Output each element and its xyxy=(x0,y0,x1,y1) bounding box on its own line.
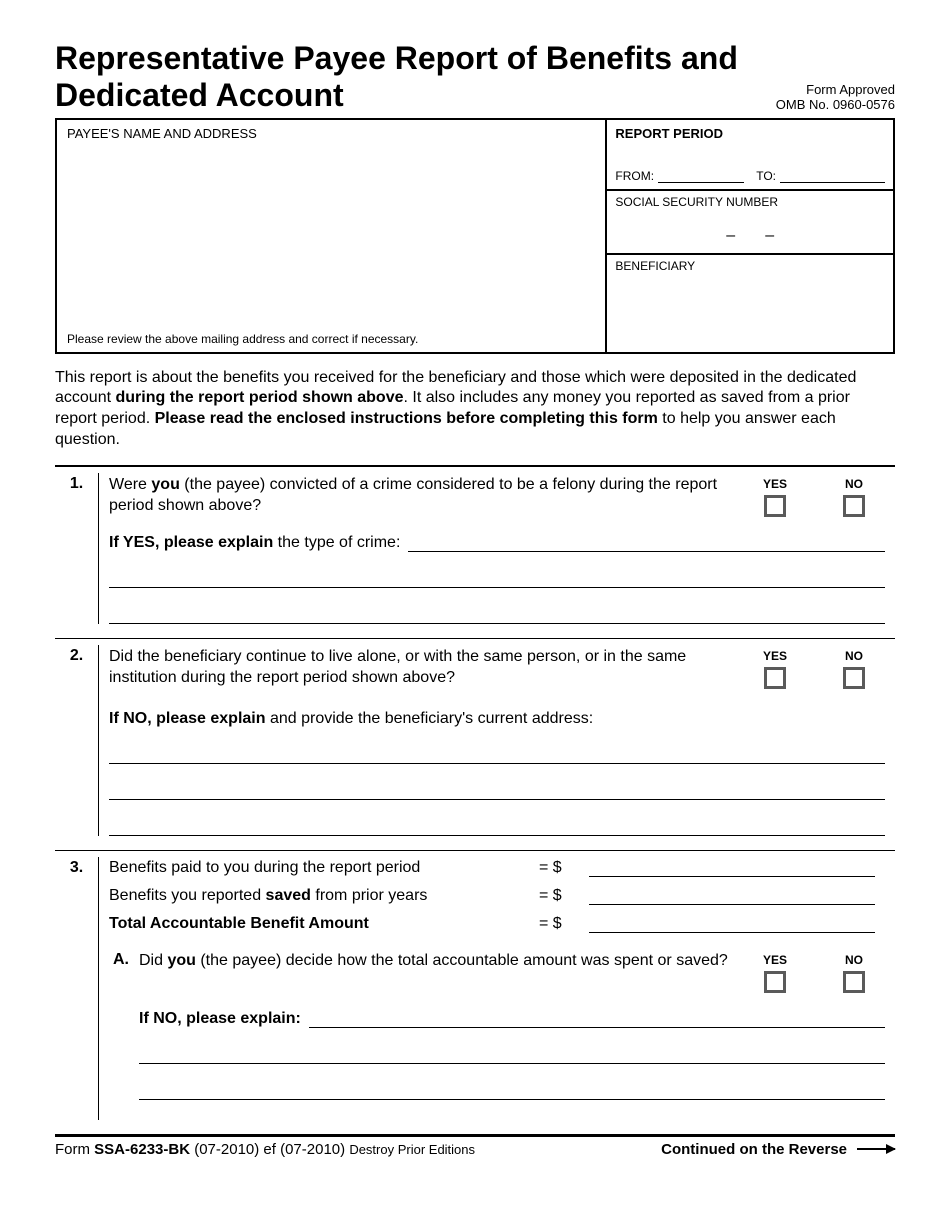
beneficiary-section: BENEFICIARY xyxy=(607,255,893,352)
q3a-letter: A. xyxy=(109,951,139,1120)
form-header: Representative Payee Report of Benefits … xyxy=(55,40,895,114)
form-approval: Form Approved OMB No. 0960-0576 xyxy=(776,82,895,114)
to-field[interactable]: TO: xyxy=(756,169,885,183)
ssn-section: SOCIAL SECURITY NUMBER –– xyxy=(607,191,893,255)
q3-total-row: Total Accountable Benefit Amount = $ xyxy=(109,915,885,933)
q3a-explain-line-2[interactable] xyxy=(139,1028,885,1064)
ssn-label: SOCIAL SECURITY NUMBER xyxy=(615,195,885,209)
report-info-section: REPORT PERIOD FROM: TO: SOCIAL SECURITY … xyxy=(607,120,893,352)
q1-explain-line-3[interactable] xyxy=(109,588,885,624)
q3a-explain-row: If NO, please explain: xyxy=(139,1010,885,1028)
form-title: Representative Payee Report of Benefits … xyxy=(55,40,776,114)
q2-explain-label: If NO, please explain and provide the be… xyxy=(109,710,885,728)
q2-yes-label: YES xyxy=(763,649,787,663)
q1-yes-checkbox[interactable] xyxy=(764,495,786,517)
q3-number: 3. xyxy=(55,857,99,1120)
q2-explain-line-3[interactable] xyxy=(109,800,885,836)
questions-container: 1. Were you (the payee) convicted of a c… xyxy=(55,465,895,1137)
q3-amount-1[interactable] xyxy=(589,859,875,877)
q3a: A. Did you (the payee) decide how the to… xyxy=(109,951,885,1120)
beneficiary-label: BENEFICIARY xyxy=(615,259,885,273)
q3-line2-label: Benefits you reported saved from prior y… xyxy=(109,887,539,905)
q3a-explain-line-3[interactable] xyxy=(139,1064,885,1100)
q1-yesno: YES NO xyxy=(763,475,885,522)
q1-no-label: NO xyxy=(843,477,865,491)
report-period-label: REPORT PERIOD xyxy=(615,126,885,141)
question-1: 1. Were you (the payee) convicted of a c… xyxy=(55,467,895,639)
q3a-yesno: YES NO xyxy=(763,951,885,998)
q1-explain-line-2[interactable] xyxy=(109,552,885,588)
q1-number: 1. xyxy=(55,473,99,624)
header-info-box: PAYEE'S NAME AND ADDRESS Please review t… xyxy=(55,118,895,354)
q2-no-checkbox[interactable] xyxy=(843,667,865,689)
eq-sign: = $ xyxy=(539,859,589,877)
q3-line1-label: Benefits paid to you during the report p… xyxy=(109,859,539,877)
question-3: 3. Benefits paid to you during the repor… xyxy=(55,851,895,1134)
q3a-text: Did you (the payee) decide how the total… xyxy=(139,951,763,998)
q3-benefits-saved-row: Benefits you reported saved from prior y… xyxy=(109,887,885,905)
ssn-field[interactable]: –– xyxy=(615,227,885,245)
review-note: Please review the above mailing address … xyxy=(67,332,595,346)
q3a-no-checkbox[interactable] xyxy=(843,971,865,993)
form-number: Form SSA-6233-BK (07-2010) ef (07-2010) … xyxy=(55,1141,475,1158)
q2-explain-line-2[interactable] xyxy=(109,764,885,800)
eq-sign: = $ xyxy=(539,915,589,933)
q1-yes-label: YES xyxy=(763,477,787,491)
q2-yes-checkbox[interactable] xyxy=(764,667,786,689)
q3-amount-3[interactable] xyxy=(589,915,875,933)
q3-amount-2[interactable] xyxy=(589,887,875,905)
approved-text: Form Approved xyxy=(776,82,895,97)
to-label: TO: xyxy=(756,169,776,183)
eq-sign: = $ xyxy=(539,887,589,905)
q3a-yes-checkbox[interactable] xyxy=(764,971,786,993)
from-field[interactable]: FROM: xyxy=(615,169,744,183)
q3-benefits-paid-row: Benefits paid to you during the report p… xyxy=(109,859,885,877)
question-2: 2. Did the beneficiary continue to live … xyxy=(55,639,895,851)
q3a-explain-line-1[interactable] xyxy=(309,1010,885,1028)
q2-no-label: NO xyxy=(843,649,865,663)
q2-yesno: YES NO xyxy=(763,647,885,694)
q2-number: 2. xyxy=(55,645,99,836)
q1-explain-line-1[interactable] xyxy=(408,534,885,552)
from-label: FROM: xyxy=(615,169,654,183)
page-footer: Form SSA-6233-BK (07-2010) ef (07-2010) … xyxy=(55,1137,895,1158)
q3a-yes-label: YES xyxy=(763,953,787,967)
continued-notice: Continued on the Reverse xyxy=(661,1141,895,1158)
payee-label: PAYEE'S NAME AND ADDRESS xyxy=(67,126,595,141)
q2-explain-line-1[interactable] xyxy=(109,728,885,764)
q1-no-checkbox[interactable] xyxy=(843,495,865,517)
q1-explain-row: If YES, please explain the type of crime… xyxy=(109,534,885,552)
intro-paragraph: This report is about the benefits you re… xyxy=(55,368,895,451)
omb-number: OMB No. 0960-0576 xyxy=(776,97,895,112)
q1-text: Were you (the payee) convicted of a crim… xyxy=(109,475,763,522)
arrow-right-icon xyxy=(857,1148,895,1150)
q2-text: Did the beneficiary continue to live alo… xyxy=(109,647,763,694)
q3-line3-label: Total Accountable Benefit Amount xyxy=(109,915,539,933)
report-period-section: REPORT PERIOD FROM: TO: xyxy=(607,120,893,191)
payee-section: PAYEE'S NAME AND ADDRESS Please review t… xyxy=(57,120,607,352)
q3a-no-label: NO xyxy=(843,953,865,967)
